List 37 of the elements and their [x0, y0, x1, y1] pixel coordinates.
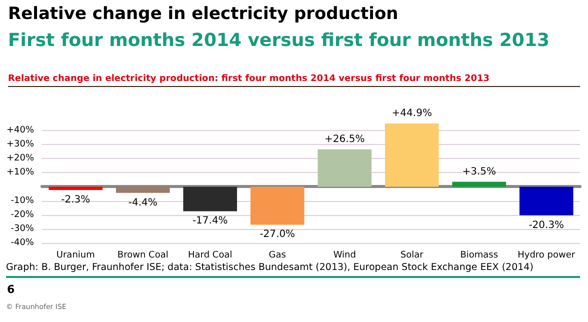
data-label: -27.0% [260, 229, 296, 240]
y-tick-label: -20% [10, 210, 34, 220]
bar [519, 186, 574, 216]
data-label: +26.5% [324, 134, 365, 145]
bar [48, 186, 103, 190]
x-tick-label: Biomass [460, 250, 498, 260]
text: Graph: B. Burger, Fraunhofer ISE; data: Statistisches Bundesamt (2013), European Stock Exchange EEX (2014) [6, 262, 580, 278]
data-label: -4.4% [128, 197, 158, 208]
x-tick-label: Hard Coal [188, 250, 232, 260]
bar [452, 182, 506, 187]
bar [318, 149, 372, 187]
bar [116, 186, 170, 193]
x-tick-label: Wind [333, 250, 356, 260]
x-tick-label: Solar [400, 250, 424, 260]
x-tick-label: Gas [268, 250, 286, 260]
x-tick-label: Hydro power [518, 250, 576, 260]
bar [384, 124, 439, 187]
x-tick-label: Uranium [56, 250, 95, 260]
y-tick-label: +30% [6, 140, 34, 150]
x-tick-label: Brown Coal [117, 250, 168, 260]
bar [250, 186, 304, 225]
y-tick-label: -30% [10, 224, 34, 234]
y-tick-label: +10% [6, 168, 34, 178]
text: 6 [7, 283, 15, 296]
data-label: -17.4% [192, 216, 228, 227]
y-tick-label: +40% [6, 125, 34, 136]
chart-title: Relative change in electricity production [8, 4, 398, 24]
y-tick-label: -10% [10, 196, 34, 206]
data-label: -20.3% [528, 220, 564, 231]
bar [183, 186, 238, 212]
y-tick-label: +20% [6, 154, 34, 164]
chart-subtitle: First four months 2014 versus first four months 2013 [8, 30, 550, 51]
data-label: -2.3% [61, 194, 90, 206]
y-tick-label: -40% [10, 238, 34, 248]
data-label: +3.5% [462, 166, 496, 178]
text: Relative change in electricity production: first four months 2014 versus first four months 2013 [8, 74, 580, 87]
data-label: +44.9% [392, 108, 432, 120]
